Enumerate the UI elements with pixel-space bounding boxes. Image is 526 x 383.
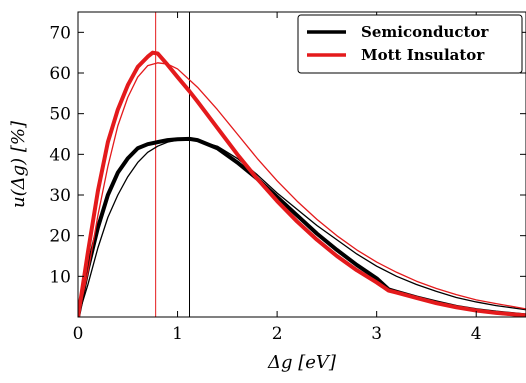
- x-tick-label: 1: [172, 324, 183, 344]
- x-tick-label: 4: [471, 324, 482, 344]
- y-tick-label: 70: [49, 23, 71, 43]
- legend: Semiconductor Mott Insulator: [297, 14, 523, 74]
- axis-tick-labels: 0 1 2 3 4 10 20 30 40 50 60 70: [49, 23, 481, 344]
- y-tick-label: 20: [49, 227, 71, 247]
- x-tick-label: 3: [371, 324, 382, 344]
- y-tick-label: 10: [49, 267, 71, 287]
- legend-label-semiconductor: Semiconductor: [361, 23, 489, 41]
- series-layer: [78, 50, 526, 317]
- y-tick-label: 40: [49, 145, 71, 165]
- legend-box: [297, 14, 523, 74]
- y-axis-label: u(Δg) [%]: [8, 120, 29, 208]
- y-tick-label: 30: [49, 186, 71, 206]
- x-tick-label: 2: [272, 324, 283, 344]
- plot-frame: [77, 11, 526, 318]
- y-tick-label: 50: [49, 105, 71, 125]
- series-line-fit: [78, 139, 526, 317]
- series-line-measured: [78, 50, 526, 317]
- x-tick-label: 0: [73, 324, 84, 344]
- legend-label-mott-insulator: Mott Insulator: [361, 46, 485, 64]
- y-tick-label: 60: [49, 64, 71, 84]
- x-axis-label: Δg [eV]: [267, 352, 337, 373]
- series-line-fit: [78, 62, 526, 317]
